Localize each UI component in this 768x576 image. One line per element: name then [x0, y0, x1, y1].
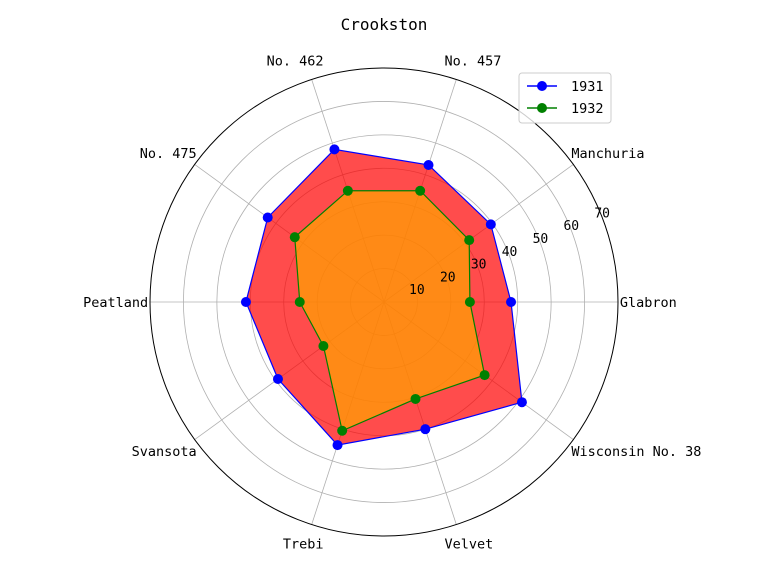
r-tick-label-30: 30: [471, 258, 487, 273]
legend-label-1931: 1931: [571, 79, 604, 95]
series-1932-point-4: [289, 232, 300, 243]
series-1931-point-4: [262, 212, 273, 223]
series-1932-point-5: [294, 297, 305, 307]
r-tick-label-50: 50: [533, 232, 549, 247]
outer-frame: [149, 67, 619, 537]
r-tick-label-20: 20: [440, 270, 456, 285]
category-label-6: Svansota: [132, 444, 197, 460]
series-1931-point-9: [516, 397, 527, 408]
category-label-8: Velvet: [444, 536, 493, 552]
category-label-3: No. 462: [267, 54, 324, 70]
series-1931-point-0: [506, 297, 517, 307]
series-1932-point-3: [342, 185, 353, 196]
category-label-0: Glabron: [620, 295, 677, 311]
category-label-7: Trebi: [283, 536, 324, 552]
chart-title: Crookston: [341, 15, 428, 34]
series-1932-point-1: [464, 235, 475, 246]
category-label-1: Manchuria: [571, 146, 644, 162]
r-tick-label-40: 40: [502, 245, 518, 260]
series-layer: [240, 144, 527, 451]
series-1932-point-8: [410, 393, 421, 404]
r-tick-label-10: 10: [409, 283, 425, 298]
series-1931-point-7: [332, 440, 343, 451]
series-1931-point-2: [423, 159, 434, 170]
series-1932-point-9: [479, 370, 490, 381]
series-1931-point-3: [329, 144, 340, 155]
category-label-9: Wisconsin No. 38: [571, 444, 701, 460]
series-1931-point-8: [420, 424, 431, 435]
series-1931-point-1: [485, 219, 496, 230]
series-1932-point-0: [464, 297, 475, 307]
series-1932-point-7: [337, 425, 348, 436]
axis-labels: Glabron Manchuria No. 457 No. 462 No. 475 Pea…: [83, 54, 701, 553]
series-1931-point-6: [272, 374, 283, 385]
series-1932-area: [294, 190, 485, 431]
r-tick-label-60: 60: [563, 219, 579, 234]
legend-marker-1932: [537, 103, 547, 113]
category-label-2: No. 457: [444, 54, 501, 70]
legend: 1931 1932: [518, 72, 612, 124]
category-label-5: Peatland: [83, 295, 148, 311]
series-1932-point-6: [318, 341, 329, 352]
series-1931-point-5: [240, 297, 251, 307]
category-label-4: No. 475: [140, 146, 197, 162]
legend-marker-1931: [537, 81, 547, 91]
legend-label-1932: 1932: [571, 101, 604, 117]
r-tick-label-70: 70: [594, 206, 610, 221]
series-1932-point-2: [415, 185, 426, 196]
